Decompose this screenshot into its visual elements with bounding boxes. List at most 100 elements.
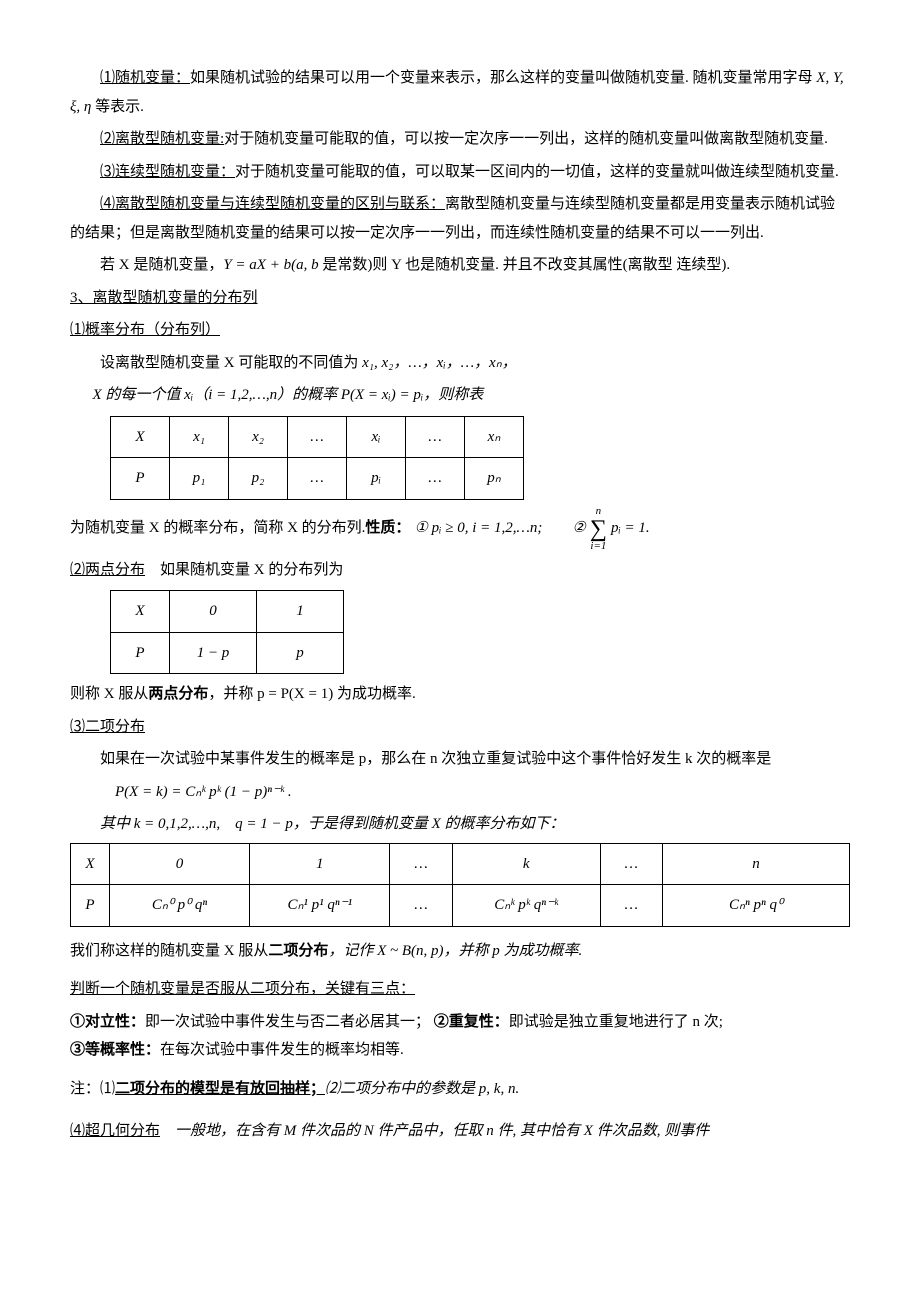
s3-vals: x₁, x₂，…，xᵢ，…，xₙ， xyxy=(362,355,517,371)
judge-lines: ①对立性：即一次试验中事件发生与否二者必居其一； ②重复性：即试验是独立重复地进… xyxy=(70,1008,850,1065)
s3-l2a: X 的每一个值 xᵢ（i = 1,2,…,n）的概率 P(X = xᵢ) = p… xyxy=(93,387,484,403)
s3-line2: X 的每一个值 xᵢ（i = 1,2,…,n）的概率 P(X = xᵢ) = p… xyxy=(70,381,850,410)
tp-line: 如果随机变量 X 的分布列为 xyxy=(160,562,343,578)
at1-a: 为随机变量 X 的概率分布，简称 X 的分布列. xyxy=(70,514,365,543)
t1-c: xᵢ xyxy=(347,416,406,458)
t3-c: … xyxy=(390,885,452,927)
after-t1: 为随机变量 X 的概率分布，简称 X 的分布列. 性质： ① pᵢ ≥ 0, i… xyxy=(70,506,850,552)
jg-head: 判断一个随机变量是否服从二项分布，关键有三点： xyxy=(70,981,415,997)
t1-c: p₂ xyxy=(229,458,288,500)
t1b: 随机变量常用字母 xyxy=(693,70,813,86)
para-3: ⑶连续型随机变量：对于随机变量可能取的值，可以取某一区间内的一切值，这样的变量就… xyxy=(70,158,850,187)
dist-table-2: X 0 1 P 1 − p p xyxy=(110,590,344,674)
prop-label: 性质： xyxy=(365,514,410,543)
prop1: ① pᵢ ≥ 0, i = 1,2,…n; xyxy=(414,514,542,543)
note-b: 二项分布的模型是有放回抽样； xyxy=(115,1081,325,1097)
t1-c: … xyxy=(406,458,465,500)
t3-c: 0 xyxy=(109,843,249,885)
t1-c: … xyxy=(288,416,347,458)
bn-head: ⑶二项分布 xyxy=(70,719,145,735)
jg-1a: ①对立性： xyxy=(70,1014,145,1030)
bn-l1: 如果在一次试验中某事件发生的概率是 p，那么在 n 次独立重复试验中这个事件恰好… xyxy=(100,751,771,767)
jg-1b: 即一次试验中事件发生与否二者必居其一； xyxy=(145,1014,430,1030)
ba-a: 我们称这样的随机变量 X 服从 xyxy=(70,943,268,959)
s3-title: 3、离散型随机变量的分布列 xyxy=(70,290,258,306)
note-c: ⑵二项分布中的参数是 p, k, n. xyxy=(325,1081,519,1097)
bn-formula: P(X = k) = Cₙᵏ pᵏ (1 − p)ⁿ⁻ᵏ . xyxy=(115,784,292,800)
twopoint-after: 则称 X 服从两点分布，并称 p = P(X = 1) 为成功概率. xyxy=(70,680,850,709)
binom-after: 我们称这样的随机变量 X 服从二项分布，记作 X ~ B(n, p)，并称 p … xyxy=(70,937,850,966)
t3-c: Cₙᵏ pᵏ qⁿ⁻ᵏ xyxy=(452,885,600,927)
ba-c: ，记作 X ~ B(n, p)，并称 p 为成功概率. xyxy=(328,943,582,959)
sum-bot: i=1 xyxy=(590,541,607,552)
p5b: 是常数)则 Y 也是随机变量 xyxy=(322,257,495,273)
tp-head: ⑵两点分布 xyxy=(70,562,145,578)
s3-l1a: 设离散型随机变量 X 可能取的不同值为 xyxy=(100,355,358,371)
tpa-a: 则称 X 服从 xyxy=(70,686,148,702)
section-3-title: 3、离散型随机变量的分布列 xyxy=(70,284,850,313)
lead-1: ⑴随机变量： xyxy=(100,70,190,86)
t3-c: 1 xyxy=(250,843,390,885)
p5a: 若 X 是随机变量， xyxy=(100,257,223,273)
hyper: ⑷超几何分布 一般地，在含有 M 件次品的 N 件产品中，任取 n 件, 其中恰… xyxy=(70,1117,850,1146)
prop2-pre: ② xyxy=(572,514,585,543)
twopoint-head: ⑵两点分布 如果随机变量 X 的分布列为 xyxy=(70,556,850,585)
t1-h: X xyxy=(111,416,170,458)
para-5: 若 X 是随机变量，Y = aX + b(a, b 是常数)则 Y 也是随机变量… xyxy=(70,251,850,280)
s3-sub1: ⑴概率分布（分布列） xyxy=(70,322,220,338)
t1-h: P xyxy=(111,458,170,500)
jg-2a: ②重复性： xyxy=(434,1014,509,1030)
para-1: ⑴随机变量：如果随机试验的结果可以用一个变量来表示，那么这样的变量叫做随机变量.… xyxy=(70,64,850,121)
t2-c: 1 xyxy=(257,591,344,633)
t3-c: … xyxy=(600,885,662,927)
t2: 对于随机变量可能取的值，可以按一定次序一一列出，这样的随机变量叫做离散型随机变量… xyxy=(224,131,828,147)
t3-h: X xyxy=(71,843,110,885)
t3-c: n xyxy=(663,843,850,885)
lead-4: ⑷离散型随机变量与连续型随机变量的区别与联系： xyxy=(100,196,445,212)
t2-c: p xyxy=(257,632,344,674)
jg-2b: 即试验是独立重复地进行了 n 次; xyxy=(509,1014,723,1030)
t3-c: Cₙ¹ p¹ qⁿ⁻¹ xyxy=(250,885,390,927)
t1-c: p₁ xyxy=(170,458,229,500)
t1-c: … xyxy=(406,416,465,458)
hy-text: 一般地，在含有 M 件次品的 N 件产品中，任取 n 件, 其中恰有 X 件次品… xyxy=(175,1123,709,1139)
binom-formula: P(X = k) = Cₙᵏ pᵏ (1 − p)ⁿ⁻ᵏ . xyxy=(70,778,850,807)
sum-top: n xyxy=(590,506,607,517)
t3: 对于随机变量可能取的值，可以取某一区间内的一切值，这样的变量就叫做连续型随机变量… xyxy=(235,164,839,180)
tpa-c: ，并称 p = P(X = 1) 为成功概率. xyxy=(208,686,415,702)
t1a: 如果随机试验的结果可以用一个变量来表示，那么这样的变量叫做随机变量 xyxy=(190,70,685,86)
t3-c: k xyxy=(452,843,600,885)
dist-table-1: X x₁ x₂ … xᵢ … xₙ P p₁ p₂ … pᵢ … pₙ xyxy=(110,416,524,500)
tpa-b: 两点分布 xyxy=(148,686,208,702)
prop2-body: pᵢ = 1. xyxy=(611,514,650,543)
note: 注：⑴二项分布的模型是有放回抽样；⑵二项分布中的参数是 p, k, n. xyxy=(70,1075,850,1104)
para-2: ⑵离散型随机变量:对于随机变量可能取的值，可以按一定次序一一列出，这样的随机变量… xyxy=(70,125,850,154)
sigma-symbol: ∑ xyxy=(590,517,607,541)
t2-c: 1 − p xyxy=(170,632,257,674)
binom-line2: 其中 k = 0,1,2,…,n, q = 1 − p，于是得到随机变量 X 的… xyxy=(70,810,850,839)
t1-c: x₂ xyxy=(229,416,288,458)
hy-head: ⑷超几何分布 xyxy=(70,1123,160,1139)
t1-c: x₁ xyxy=(170,416,229,458)
bn-l2: 其中 k = 0,1,2,…,n, q = 1 − p，于是得到随机变量 X 的… xyxy=(100,816,565,832)
judge-head: 判断一个随机变量是否服从二项分布，关键有三点： xyxy=(70,975,850,1004)
t1-c: xₙ xyxy=(465,416,524,458)
t1-c: … xyxy=(288,458,347,500)
lead-3: ⑶连续型随机变量： xyxy=(100,164,235,180)
ba-b: 二项分布 xyxy=(268,943,328,959)
binom-head: ⑶二项分布 xyxy=(70,713,850,742)
jg-3b: 在每次试验中事件发生的概率均相等. xyxy=(160,1042,404,1058)
jg-3a: ③等概率性： xyxy=(70,1042,160,1058)
note-a: 注：⑴ xyxy=(70,1081,115,1097)
t2-c: 0 xyxy=(170,591,257,633)
t1c: 等表示. xyxy=(95,99,144,115)
t3-c: … xyxy=(390,843,452,885)
t3-c: Cₙ⁰ p⁰ qⁿ xyxy=(109,885,249,927)
dist-table-3: X 0 1 … k … n P Cₙ⁰ p⁰ qⁿ Cₙ¹ p¹ qⁿ⁻¹ … … xyxy=(70,843,850,927)
p5c: 并且不改变其属性(离散型 连续型). xyxy=(503,257,731,273)
para-4: ⑷离散型随机变量与连续型随机变量的区别与联系：离散型随机变量与连续型随机变量都是… xyxy=(70,190,850,247)
t3-c: … xyxy=(600,843,662,885)
t2-h: P xyxy=(111,632,170,674)
t1-c: pᵢ xyxy=(347,458,406,500)
t1-c: pₙ xyxy=(465,458,524,500)
